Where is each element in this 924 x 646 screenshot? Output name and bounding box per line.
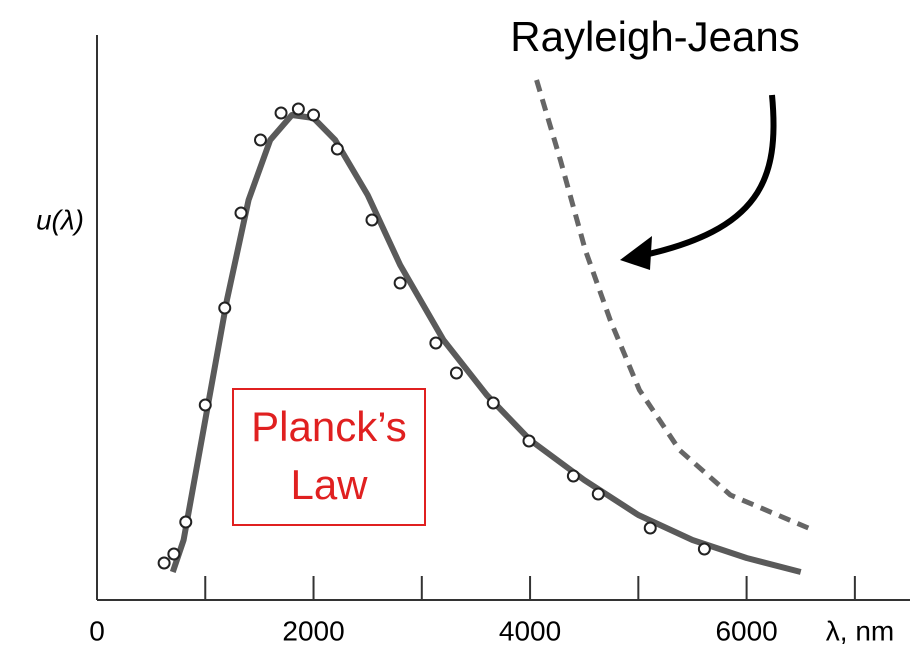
arrow [639,94,777,259]
rayleigh-jeans-label: Rayleigh-Jeans [510,13,800,60]
y-axis-label: u(λ) [36,204,84,235]
data-point [218,301,232,315]
data-point [307,108,321,122]
planck-curve [169,112,802,575]
data-point [365,213,379,227]
data-point [253,133,267,147]
data-point [234,206,248,220]
data-point [393,276,407,290]
data-point [157,556,171,570]
data-point [591,487,605,501]
data-point [566,469,580,483]
data-point [429,336,443,350]
data-point [449,366,463,380]
data-point [330,142,344,156]
x-tick-label: 4000 [499,615,561,646]
planck-label: Planck’s Law [232,388,426,526]
data-point [167,547,181,561]
data-point [643,521,657,535]
x-tick-label: 6000 [715,615,777,646]
data-point [697,542,711,556]
data-point [291,102,305,116]
x-tick-label: 2000 [282,615,344,646]
data-point [179,515,193,529]
x-tick-label: 0 [89,615,105,646]
data-point [198,398,212,412]
x-axis-label: λ, nm [826,615,894,646]
arrow-head [620,236,652,270]
data-point [274,106,288,120]
data-point [486,396,500,410]
data-point [522,434,536,448]
rayleigh-jeans-curve [534,79,810,531]
